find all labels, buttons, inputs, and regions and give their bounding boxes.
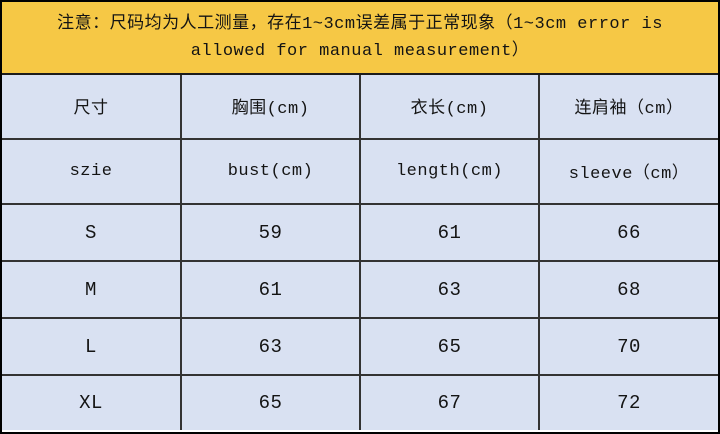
row-l-sleeve: 70 [538,317,718,377]
row-l-length: 65 [359,317,540,377]
row-xl-length: 67 [359,374,540,430]
row-s-bust: 59 [180,203,361,263]
header-sleeve-cn: 连肩袖（cm） [538,75,718,140]
measurement-notice: 注意：尺码均为人工测量，存在1~3cm误差属于正常现象（1~3cm error … [2,2,718,75]
header-length-en: length(cm) [359,137,540,206]
row-l-size: L [2,317,182,377]
row-xl-size: XL [2,374,182,430]
table-row-s: S 59 61 66 [2,203,718,263]
table-row-l: L 63 65 70 [2,317,718,377]
row-m-length: 63 [359,260,540,320]
table-row-m: M 61 63 68 [2,260,718,320]
notice-line-1: 注意：尺码均为人工测量，存在1~3cm误差属于正常现象（1~3cm error … [57,14,663,34]
header-sleeve-en: sleeve（cm） [538,137,718,206]
header-length-cn: 衣长(cm) [359,75,540,140]
row-xl-sleeve: 72 [538,374,718,430]
header-bust-en: bust(cm) [180,137,361,206]
row-m-sleeve: 68 [538,260,718,320]
row-s-sleeve: 66 [538,203,718,263]
row-m-size: M [2,260,182,320]
table-row-xl: XL 65 67 72 [2,374,718,430]
size-table: 尺寸 胸围(cm) 衣长(cm) 连肩袖（cm） szie bust(cm) l… [2,75,718,430]
row-l-bust: 63 [180,317,361,377]
header-row-cn: 尺寸 胸围(cm) 衣长(cm) 连肩袖（cm） [2,75,718,140]
row-m-bust: 61 [180,260,361,320]
row-s-size: S [2,203,182,263]
row-xl-bust: 65 [180,374,361,430]
row-s-length: 61 [359,203,540,263]
header-size-en: szie [2,137,182,206]
header-row-en: szie bust(cm) length(cm) sleeve（cm） [2,137,718,206]
header-bust-cn: 胸围(cm) [180,75,361,140]
header-size-cn: 尺寸 [2,75,182,140]
notice-line-2: allowed for manual measurement） [190,41,530,61]
